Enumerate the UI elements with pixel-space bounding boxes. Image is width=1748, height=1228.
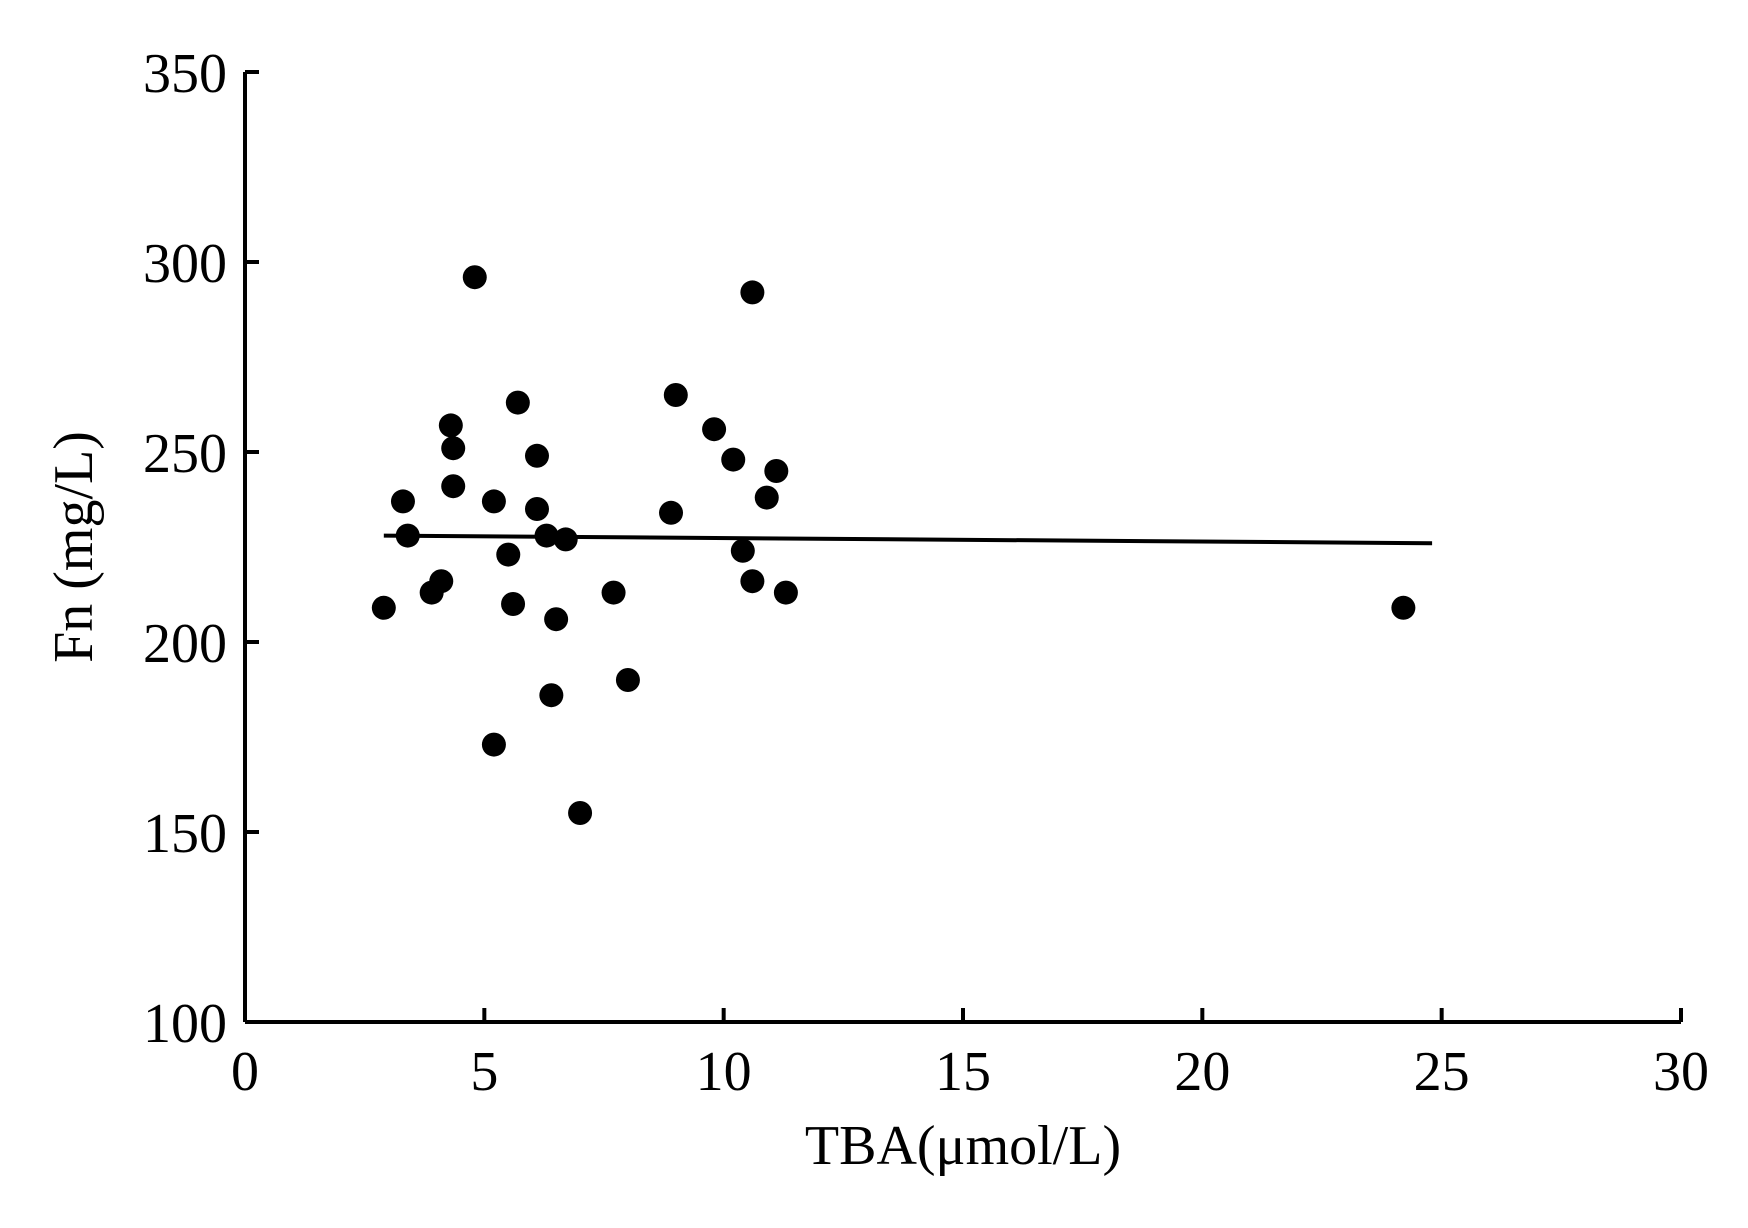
data-point bbox=[496, 542, 521, 567]
y-tick-label: 300 bbox=[143, 233, 227, 295]
x-axis-title: TBA(μmol/L) bbox=[805, 1115, 1121, 1177]
data-point bbox=[524, 443, 549, 468]
data-point bbox=[659, 500, 684, 525]
x-tick-label: 20 bbox=[1174, 1041, 1230, 1103]
data-point bbox=[553, 527, 578, 552]
data-point bbox=[481, 732, 506, 757]
chart-axes bbox=[243, 72, 1681, 1024]
data-point bbox=[524, 497, 549, 521]
data-point bbox=[534, 523, 559, 548]
x-tick-label: 25 bbox=[1414, 1041, 1470, 1103]
data-point bbox=[390, 489, 415, 514]
data-point bbox=[481, 489, 506, 514]
data-point bbox=[773, 580, 798, 605]
data-point bbox=[462, 265, 487, 290]
data-point bbox=[505, 390, 530, 415]
data-point bbox=[1391, 595, 1416, 620]
data-points bbox=[371, 265, 1416, 825]
x-tick-label: 15 bbox=[935, 1041, 991, 1103]
data-point bbox=[601, 580, 626, 605]
y-tick-label: 100 bbox=[143, 993, 227, 1055]
data-point bbox=[740, 569, 765, 594]
x-tick-label: 30 bbox=[1653, 1041, 1709, 1103]
y-tick-label: 200 bbox=[143, 613, 227, 675]
data-point bbox=[441, 436, 466, 461]
data-point bbox=[740, 280, 765, 305]
data-point bbox=[764, 459, 789, 483]
data-point bbox=[615, 668, 640, 692]
data-point bbox=[754, 485, 779, 510]
x-tick-label: 10 bbox=[696, 1041, 752, 1103]
y-tick-label: 350 bbox=[143, 43, 227, 105]
data-point bbox=[568, 801, 593, 825]
data-point bbox=[702, 417, 727, 442]
data-point bbox=[730, 538, 755, 563]
y-tick-label: 250 bbox=[143, 423, 227, 485]
x-tick-label: 0 bbox=[231, 1041, 259, 1103]
y-axis-ticks: 100 150 200 250 300 350 bbox=[143, 43, 259, 1055]
data-point bbox=[438, 413, 463, 438]
data-point bbox=[663, 383, 688, 407]
x-tick-label: 5 bbox=[470, 1041, 498, 1103]
y-axis-title: Fn (mg/L) bbox=[43, 431, 105, 663]
data-point bbox=[544, 607, 569, 632]
data-point bbox=[501, 592, 526, 616]
data-point bbox=[371, 595, 396, 620]
x-axis-ticks: 0 5 10 15 20 25 30 bbox=[231, 1008, 1709, 1103]
data-point bbox=[395, 523, 420, 548]
data-point bbox=[539, 683, 564, 708]
data-point bbox=[721, 447, 746, 472]
y-tick-label: 150 bbox=[143, 803, 227, 865]
data-point bbox=[441, 474, 466, 499]
data-point bbox=[429, 569, 454, 594]
